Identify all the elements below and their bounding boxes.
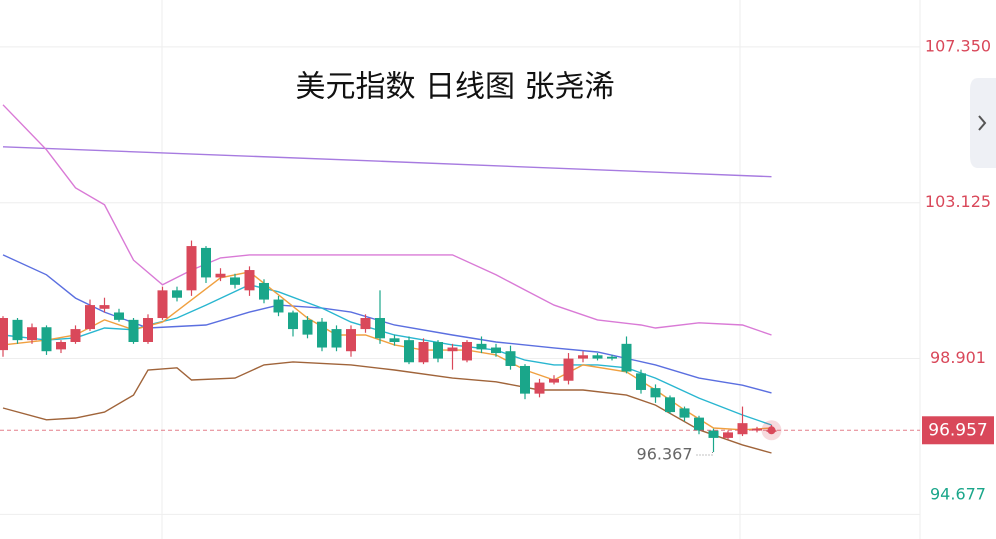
collapse-button[interactable] xyxy=(970,78,996,168)
y-tick-label: 103.125 xyxy=(925,192,991,211)
candle-body xyxy=(85,305,95,330)
candle-body xyxy=(259,282,269,300)
min-low-leader xyxy=(695,452,713,456)
candle-body xyxy=(462,341,472,361)
chevron-icon[interactable] xyxy=(978,115,987,131)
candle-body xyxy=(41,327,52,352)
candle-body xyxy=(360,318,371,330)
last-price-label: 96.957 xyxy=(928,420,987,440)
candle-body xyxy=(636,373,646,390)
candle-body xyxy=(476,343,487,350)
indicator-line xyxy=(2,146,772,178)
last-price-tag xyxy=(922,416,994,445)
candle-body xyxy=(172,290,182,298)
candle-body xyxy=(679,408,690,418)
candle-body xyxy=(27,327,37,341)
candles xyxy=(0,240,777,453)
candle-body xyxy=(230,277,240,285)
candle-body xyxy=(621,343,632,372)
candle-body xyxy=(578,355,588,359)
candle-body xyxy=(665,397,675,413)
candle-body xyxy=(273,299,284,313)
candle-body xyxy=(186,246,197,291)
candle-body xyxy=(563,358,574,381)
candle-body xyxy=(708,430,719,438)
candle-body xyxy=(70,329,81,342)
candle-body xyxy=(433,341,443,359)
candle-body xyxy=(157,290,168,319)
y-tick-label: 107.350 xyxy=(925,36,991,55)
indicator-lines xyxy=(2,104,772,454)
candle-body xyxy=(520,365,530,394)
candle-body xyxy=(389,338,400,342)
candle-body xyxy=(375,318,385,339)
candle-body xyxy=(752,428,762,431)
candle-body xyxy=(331,329,342,348)
candle-body xyxy=(723,432,733,438)
candle-body xyxy=(114,312,124,320)
candle-body xyxy=(650,388,661,398)
candle-body xyxy=(447,347,458,352)
candle-body xyxy=(56,341,66,350)
candle-body xyxy=(418,341,429,363)
candle-body xyxy=(346,329,356,352)
candle-body xyxy=(317,321,327,348)
candle-body xyxy=(215,273,226,278)
min-low-label: 96.367 xyxy=(637,445,693,464)
candle-body xyxy=(549,378,559,383)
candle-body xyxy=(0,318,8,351)
candle-body xyxy=(288,312,298,330)
candle-body xyxy=(607,356,617,359)
y-tick-label: 94.677 xyxy=(930,485,986,504)
candle-body xyxy=(143,318,153,342)
candle-body xyxy=(404,340,414,363)
grid: 107.350 103.125 98.901 94.677 xyxy=(0,36,991,515)
candle-body xyxy=(12,319,23,341)
candle-body xyxy=(201,247,211,278)
candle-body xyxy=(592,355,603,359)
indicator-line xyxy=(2,361,772,454)
candle-body xyxy=(302,319,313,335)
candle-body xyxy=(244,270,255,291)
indicator-line xyxy=(2,284,772,426)
y-tick-label: 98.901 xyxy=(930,348,986,367)
chart-title: 美元指数 日线图 张尧浠 xyxy=(295,70,614,105)
candle-body xyxy=(128,319,139,342)
overlay: 96.957 96.367 xyxy=(0,416,994,464)
candle-body xyxy=(737,423,748,435)
candle-body xyxy=(505,351,516,366)
collapse-button-bg[interactable] xyxy=(970,78,996,168)
last-price-dot xyxy=(767,426,776,435)
indicator-line xyxy=(2,104,772,336)
candle-body xyxy=(491,347,501,354)
candle-body xyxy=(99,305,110,309)
candle-body xyxy=(534,382,545,394)
candle-body xyxy=(694,417,704,431)
